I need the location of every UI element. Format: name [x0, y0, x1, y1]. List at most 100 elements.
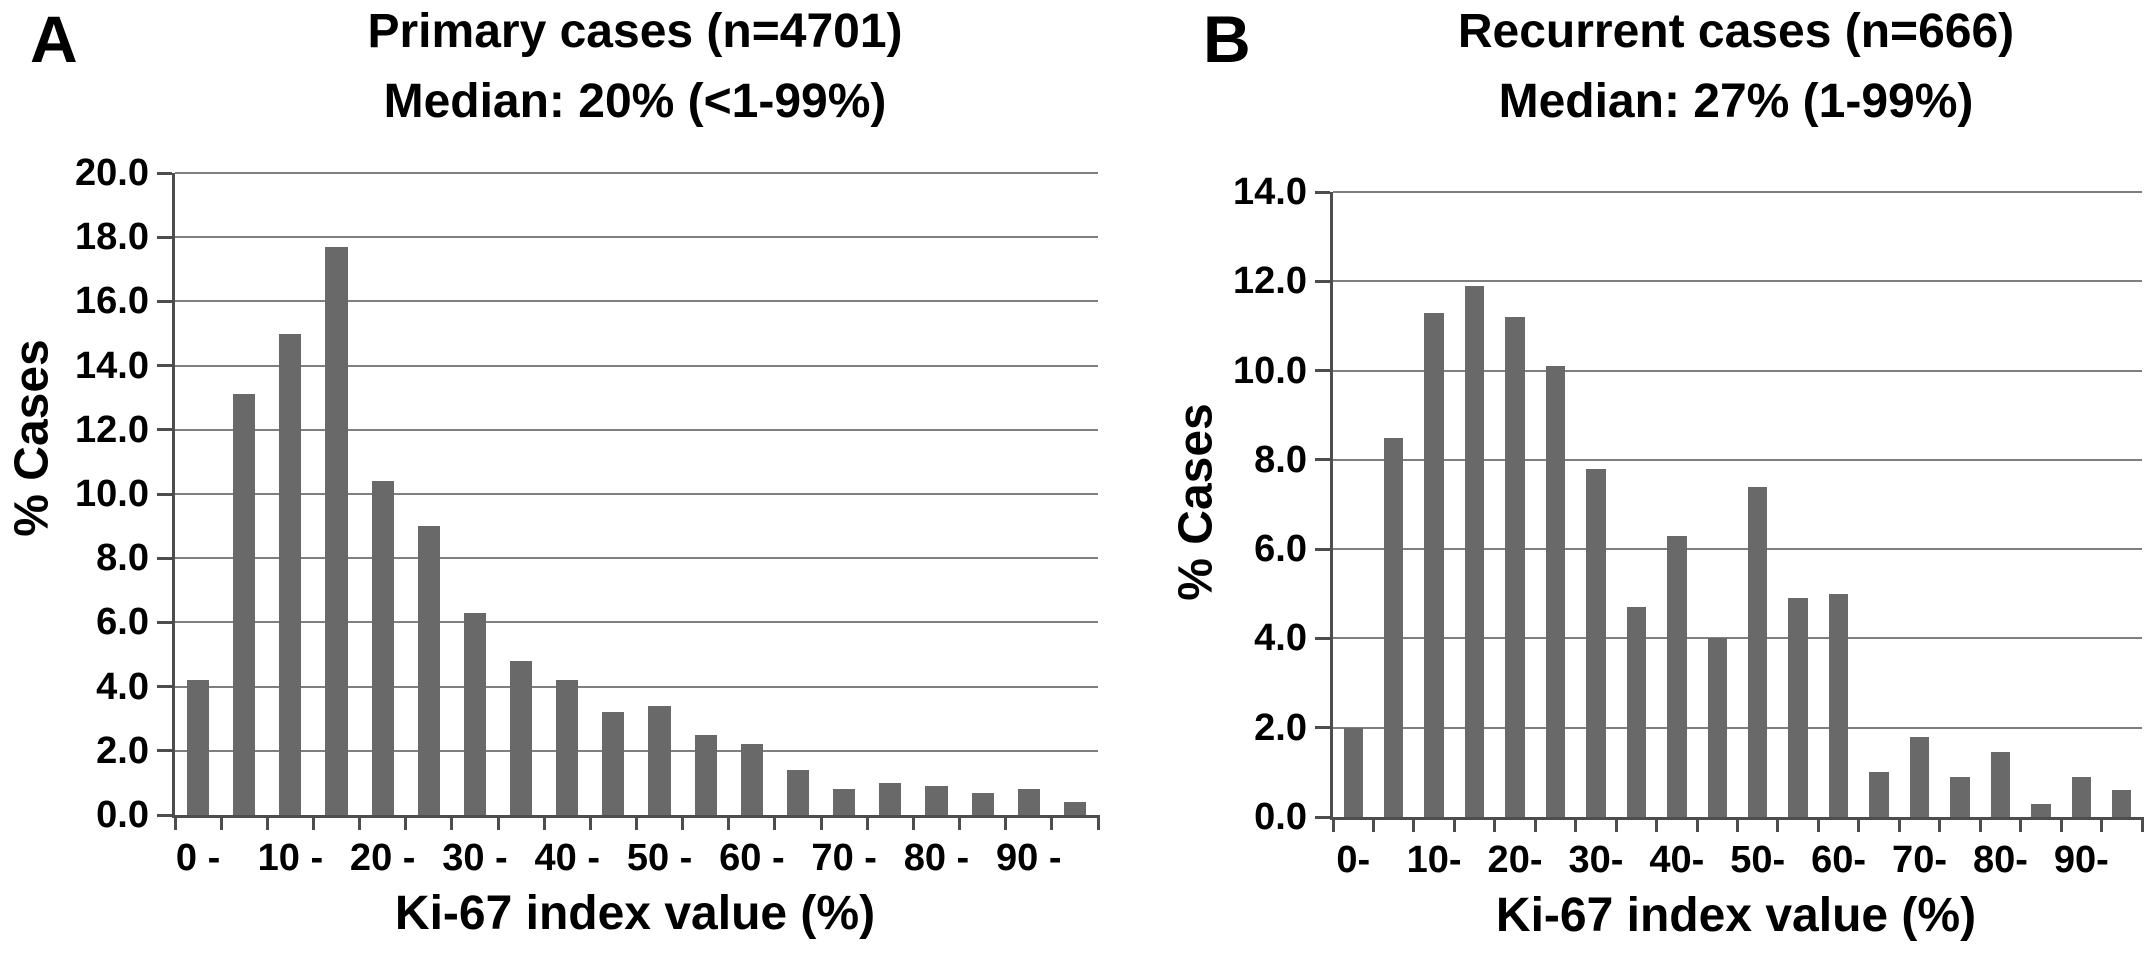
bar — [1464, 285, 1485, 817]
gridline — [175, 685, 1098, 688]
y-axis-tick-label: 6.0 — [96, 601, 149, 644]
plot-area: 0.0 2.0 4.0 6.0 8.0 10.0 12.0 14.0 0- 10- 20- 30- 40… — [1233, 173, 2144, 879]
bar — [463, 612, 487, 815]
bar — [925, 786, 948, 815]
x-axis-tick — [1371, 817, 1375, 832]
x-axis-tick — [1695, 817, 1699, 832]
x-axis-tick-label: 90 - — [996, 837, 1062, 879]
y-axis-tick-label: 20.0 — [75, 152, 149, 194]
y-axis-tick — [1315, 636, 1330, 640]
y-axis-tick — [1315, 279, 1330, 283]
x-axis-tick-label: 60- — [1811, 839, 1867, 881]
x-axis-tick — [219, 815, 223, 830]
y-axis-tick-label: 4.0 — [1254, 617, 1307, 660]
y-axis-tick — [157, 235, 172, 239]
y-axis-tick-label: 12.0 — [75, 408, 149, 451]
x-axis-tick-label: 60 - — [719, 837, 785, 879]
x-axis-tick — [773, 815, 777, 830]
gridline — [1333, 369, 2142, 372]
x-axis-tick-label: 40 - — [534, 837, 601, 879]
x-axis-tick — [450, 815, 454, 830]
x-axis-tick-label: 20 - — [349, 837, 416, 879]
bar — [786, 770, 810, 815]
x-axis-tick — [496, 815, 500, 830]
x-axis-tick — [911, 815, 915, 830]
y-axis-tick-label: 12.0 — [1233, 260, 1307, 303]
x-axis-tick — [2059, 817, 2063, 832]
x-axis-tick — [865, 815, 869, 830]
bar — [1869, 772, 1889, 817]
x-axis-tick-label: 20- — [1487, 839, 1543, 881]
bar — [1545, 366, 1566, 817]
bar — [510, 660, 533, 815]
x-axis-tick-label: 10 - — [257, 837, 324, 879]
x-axis-tick — [1493, 817, 1497, 832]
x-axis-tick-label: 80- — [1972, 839, 2028, 881]
y-axis-tick-label: 8.0 — [96, 537, 149, 580]
gridline — [1333, 726, 2142, 729]
chart-subtitle: Median: 20% (<1-99%) — [383, 75, 887, 128]
bar — [1828, 593, 1849, 817]
gridline — [1333, 280, 2142, 283]
bar — [1990, 752, 2011, 817]
gridline — [175, 557, 1098, 560]
x-axis-label: Ki-67 index value (%) — [1495, 889, 1977, 942]
bar — [1343, 727, 1363, 817]
bar — [371, 481, 394, 815]
gridline — [175, 493, 1098, 495]
x-axis-tick — [2140, 817, 2144, 832]
x-axis-tick — [1004, 815, 1008, 830]
bar — [186, 680, 210, 815]
bar — [694, 734, 717, 815]
bar — [879, 782, 902, 815]
bar — [1063, 802, 1086, 815]
x-axis-tick — [1096, 815, 1100, 830]
x-axis-tick — [958, 815, 962, 830]
x-axis-tick — [1938, 817, 1942, 832]
bar — [556, 680, 579, 815]
x-axis-tick-label: 0 - — [175, 837, 221, 879]
y-axis-tick — [157, 299, 172, 303]
y-axis-tick-label: 18.0 — [75, 216, 149, 259]
x-axis-tick — [1331, 817, 1335, 832]
x-axis-tick-label: 40- — [1649, 839, 1705, 881]
chart-title: Recurrent cases (n=666) — [1457, 5, 2015, 58]
gridline — [1333, 637, 2142, 640]
bar — [648, 705, 671, 815]
gridline — [1333, 548, 2142, 551]
gridline — [175, 749, 1098, 752]
y-axis-tick-label: 10.0 — [75, 473, 149, 515]
chart-title: Primary cases (n=4701) — [367, 5, 903, 58]
bar — [971, 792, 994, 815]
x-axis-tick — [681, 815, 685, 830]
x-axis-tick-label: 70- — [1892, 839, 1947, 881]
bar — [2112, 790, 2132, 817]
y-axis-tick-label: 10.0 — [1233, 349, 1307, 392]
bar — [1383, 437, 1404, 817]
y-axis-tick-label: 4.0 — [96, 665, 149, 708]
x-axis-tick-label: 90- — [2053, 839, 2109, 881]
bar — [833, 789, 856, 815]
y-axis-tick — [157, 364, 172, 368]
y-axis-tick — [157, 620, 172, 624]
panel-letter-a: A — [30, 2, 78, 76]
x-axis-tick — [819, 815, 823, 830]
gridline — [175, 300, 1098, 303]
x-axis-tick — [1412, 817, 1416, 832]
y-axis-tick — [157, 685, 172, 689]
bar — [1017, 789, 1040, 815]
gridline — [175, 172, 1098, 174]
bar — [1788, 598, 1808, 817]
y-axis-tick — [157, 556, 172, 560]
x-axis-tick — [1776, 817, 1780, 832]
gridline — [175, 236, 1098, 239]
x-axis-tick-label: 10- — [1406, 839, 1462, 881]
bar — [1748, 486, 1768, 817]
x-axis-tick — [1857, 817, 1861, 832]
bar — [279, 333, 302, 815]
x-axis-tick — [2100, 817, 2104, 832]
panel-letter-b: B — [1203, 2, 1251, 76]
x-axis-tick — [1655, 817, 1659, 832]
y-axis-tick — [1315, 547, 1330, 551]
y-axis-tick — [1315, 815, 1330, 819]
